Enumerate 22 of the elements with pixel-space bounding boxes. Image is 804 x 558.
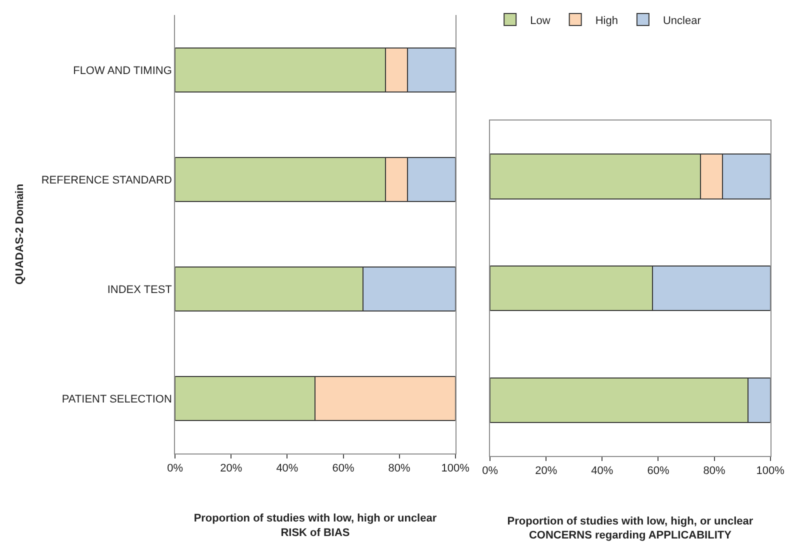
y-tick-label: INDEX TEST: [107, 284, 172, 296]
legend-label: High: [595, 14, 618, 27]
x-tick-label: 100%: [441, 462, 470, 475]
x-tick-label: 20%: [220, 462, 242, 475]
x-tick-label: 40%: [591, 465, 614, 478]
y-tick-label: FLOW AND TIMING: [73, 64, 172, 77]
x-tick-label: 100%: [756, 465, 785, 478]
x-tick-label: 0%: [167, 462, 184, 475]
legend-label: Unclear: [662, 14, 702, 27]
x-tick-label: 60%: [332, 462, 354, 475]
x-tick-label: 80%: [703, 465, 726, 478]
x-tick-label: 80%: [388, 462, 411, 475]
x-tick-label: 0%: [482, 465, 498, 478]
y-axis-title: QUADAS-2 Domain: [14, 184, 26, 285]
x-tick-label: 60%: [647, 465, 670, 478]
legend-label: Low: [530, 14, 550, 27]
x-tick-label: 20%: [535, 465, 558, 478]
x-tick-label: 40%: [276, 462, 298, 475]
y-tick-label: REFERENCE STANDARD: [41, 174, 172, 186]
x-axis-title: Proportion of studies with low, high, or unclear CONCERNS regarding APPLICABILITY: [507, 515, 754, 542]
x-axis-title: Proportion of studies with low, high or unclear RISK of BIAS: [194, 512, 438, 540]
y-tick-label: PATIENT SELECTION: [62, 393, 172, 406]
